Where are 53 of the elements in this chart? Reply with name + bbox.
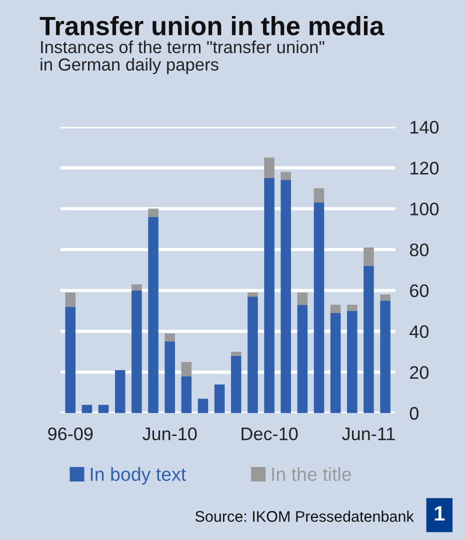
bar xyxy=(264,158,274,178)
y-tick-label: 20 xyxy=(410,366,429,379)
y-tick-label: 80 xyxy=(410,243,429,256)
bar xyxy=(314,202,324,414)
bar xyxy=(132,290,142,414)
bar xyxy=(181,362,192,376)
source-note: Source: IKOM Pressedatenbank xyxy=(195,510,414,522)
bar xyxy=(231,352,242,356)
y-tick-label: 40 xyxy=(410,325,429,338)
bar xyxy=(148,208,158,217)
bar xyxy=(231,356,242,414)
y-tick-label: 100 xyxy=(410,202,439,216)
bar xyxy=(114,370,126,414)
bar xyxy=(330,304,341,313)
bar xyxy=(82,404,92,414)
bar xyxy=(380,294,390,301)
chart-title: Transfer union in the media xyxy=(40,16,384,36)
bar xyxy=(164,333,175,342)
x-tick-label: 96-09 xyxy=(48,427,93,440)
bar xyxy=(314,188,324,203)
bar xyxy=(98,404,109,414)
bar xyxy=(280,172,291,180)
legend-label: In the title xyxy=(272,467,351,481)
bar xyxy=(280,180,291,414)
bar xyxy=(347,304,358,311)
bar xyxy=(198,398,208,414)
x-tick-label: Jun-10 xyxy=(142,427,197,440)
bar xyxy=(148,216,158,414)
bar xyxy=(181,376,192,414)
bar xyxy=(65,306,76,414)
x-tick-label: Jun-11 xyxy=(342,428,395,440)
bar xyxy=(297,304,308,414)
bar xyxy=(164,342,175,414)
y-tick-label: 120 xyxy=(410,162,439,175)
legend-label: In body text xyxy=(90,467,186,485)
bar xyxy=(364,248,374,266)
bar xyxy=(347,310,358,414)
bar xyxy=(248,296,258,414)
text: 1 xyxy=(434,506,445,521)
bar xyxy=(214,384,225,414)
y-tick-label: 60 xyxy=(410,284,429,298)
bar xyxy=(364,266,374,414)
chart-subtitle: Instances of the term "transfer union" in German daily papers xyxy=(40,40,324,74)
bar xyxy=(297,292,308,305)
bar xyxy=(330,312,341,414)
y-tick-label: 140 xyxy=(410,120,439,134)
bar xyxy=(65,292,76,307)
bar xyxy=(380,300,390,414)
x-tick-label: Dec-10 xyxy=(242,427,298,440)
bar xyxy=(264,178,274,414)
bar xyxy=(248,292,258,297)
y-tick-label: 0 xyxy=(410,407,418,420)
bar xyxy=(132,284,142,290)
